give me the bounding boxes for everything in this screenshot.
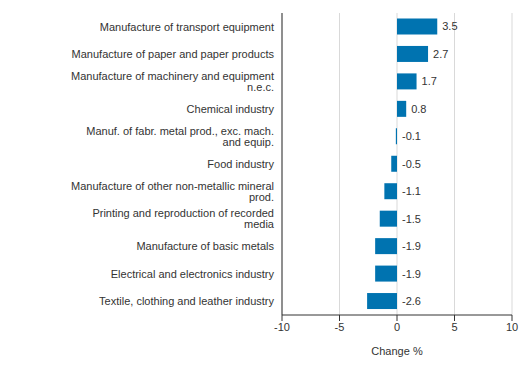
svg-text:Manuf. of fabr. metal prod., e: Manuf. of fabr. metal prod., exc. mach.a… xyxy=(86,125,274,148)
svg-text:-10: -10 xyxy=(274,321,290,333)
svg-text:Change %: Change % xyxy=(371,345,423,357)
svg-text:Manufacture of machinery and e: Manufacture of machinery and equipmentn.… xyxy=(71,70,274,93)
svg-text:Printing and reproduction of r: Printing and reproduction of recordedmed… xyxy=(92,207,274,230)
svg-text:0: 0 xyxy=(394,321,400,333)
svg-text:Chemical industry: Chemical industry xyxy=(187,103,275,115)
svg-text:Textile, clothing and leather: Textile, clothing and leather industry xyxy=(99,295,274,307)
svg-text:Manufacture of basic metals: Manufacture of basic metals xyxy=(136,240,274,252)
svg-text:-0.1: -0.1 xyxy=(402,130,421,142)
svg-text:-5: -5 xyxy=(335,321,345,333)
svg-text:Food industry: Food industry xyxy=(207,158,274,170)
svg-text:-1.1: -1.1 xyxy=(402,185,421,197)
svg-text:-0.5: -0.5 xyxy=(402,158,421,170)
svg-text:3.5: 3.5 xyxy=(442,20,457,32)
svg-text:0.8: 0.8 xyxy=(411,103,426,115)
svg-text:-2.6: -2.6 xyxy=(402,295,421,307)
svg-text:1.7: 1.7 xyxy=(422,75,437,87)
svg-text:Manufacture of other non-metal: Manufacture of other non-metallic minera… xyxy=(71,180,274,203)
svg-text:10: 10 xyxy=(506,321,518,333)
svg-text:5: 5 xyxy=(451,321,457,333)
svg-text:-1.9: -1.9 xyxy=(402,268,421,280)
svg-text:Manufacture of paper and paper: Manufacture of paper and paper products xyxy=(72,48,275,60)
svg-text:-1.5: -1.5 xyxy=(402,213,421,225)
svg-text:Manufacture of transport equip: Manufacture of transport equipment xyxy=(100,21,274,33)
svg-text:Electrical and electronics ind: Electrical and electronics industry xyxy=(111,268,275,280)
svg-text:2.7: 2.7 xyxy=(433,48,448,60)
svg-text:-1.9: -1.9 xyxy=(402,240,421,252)
